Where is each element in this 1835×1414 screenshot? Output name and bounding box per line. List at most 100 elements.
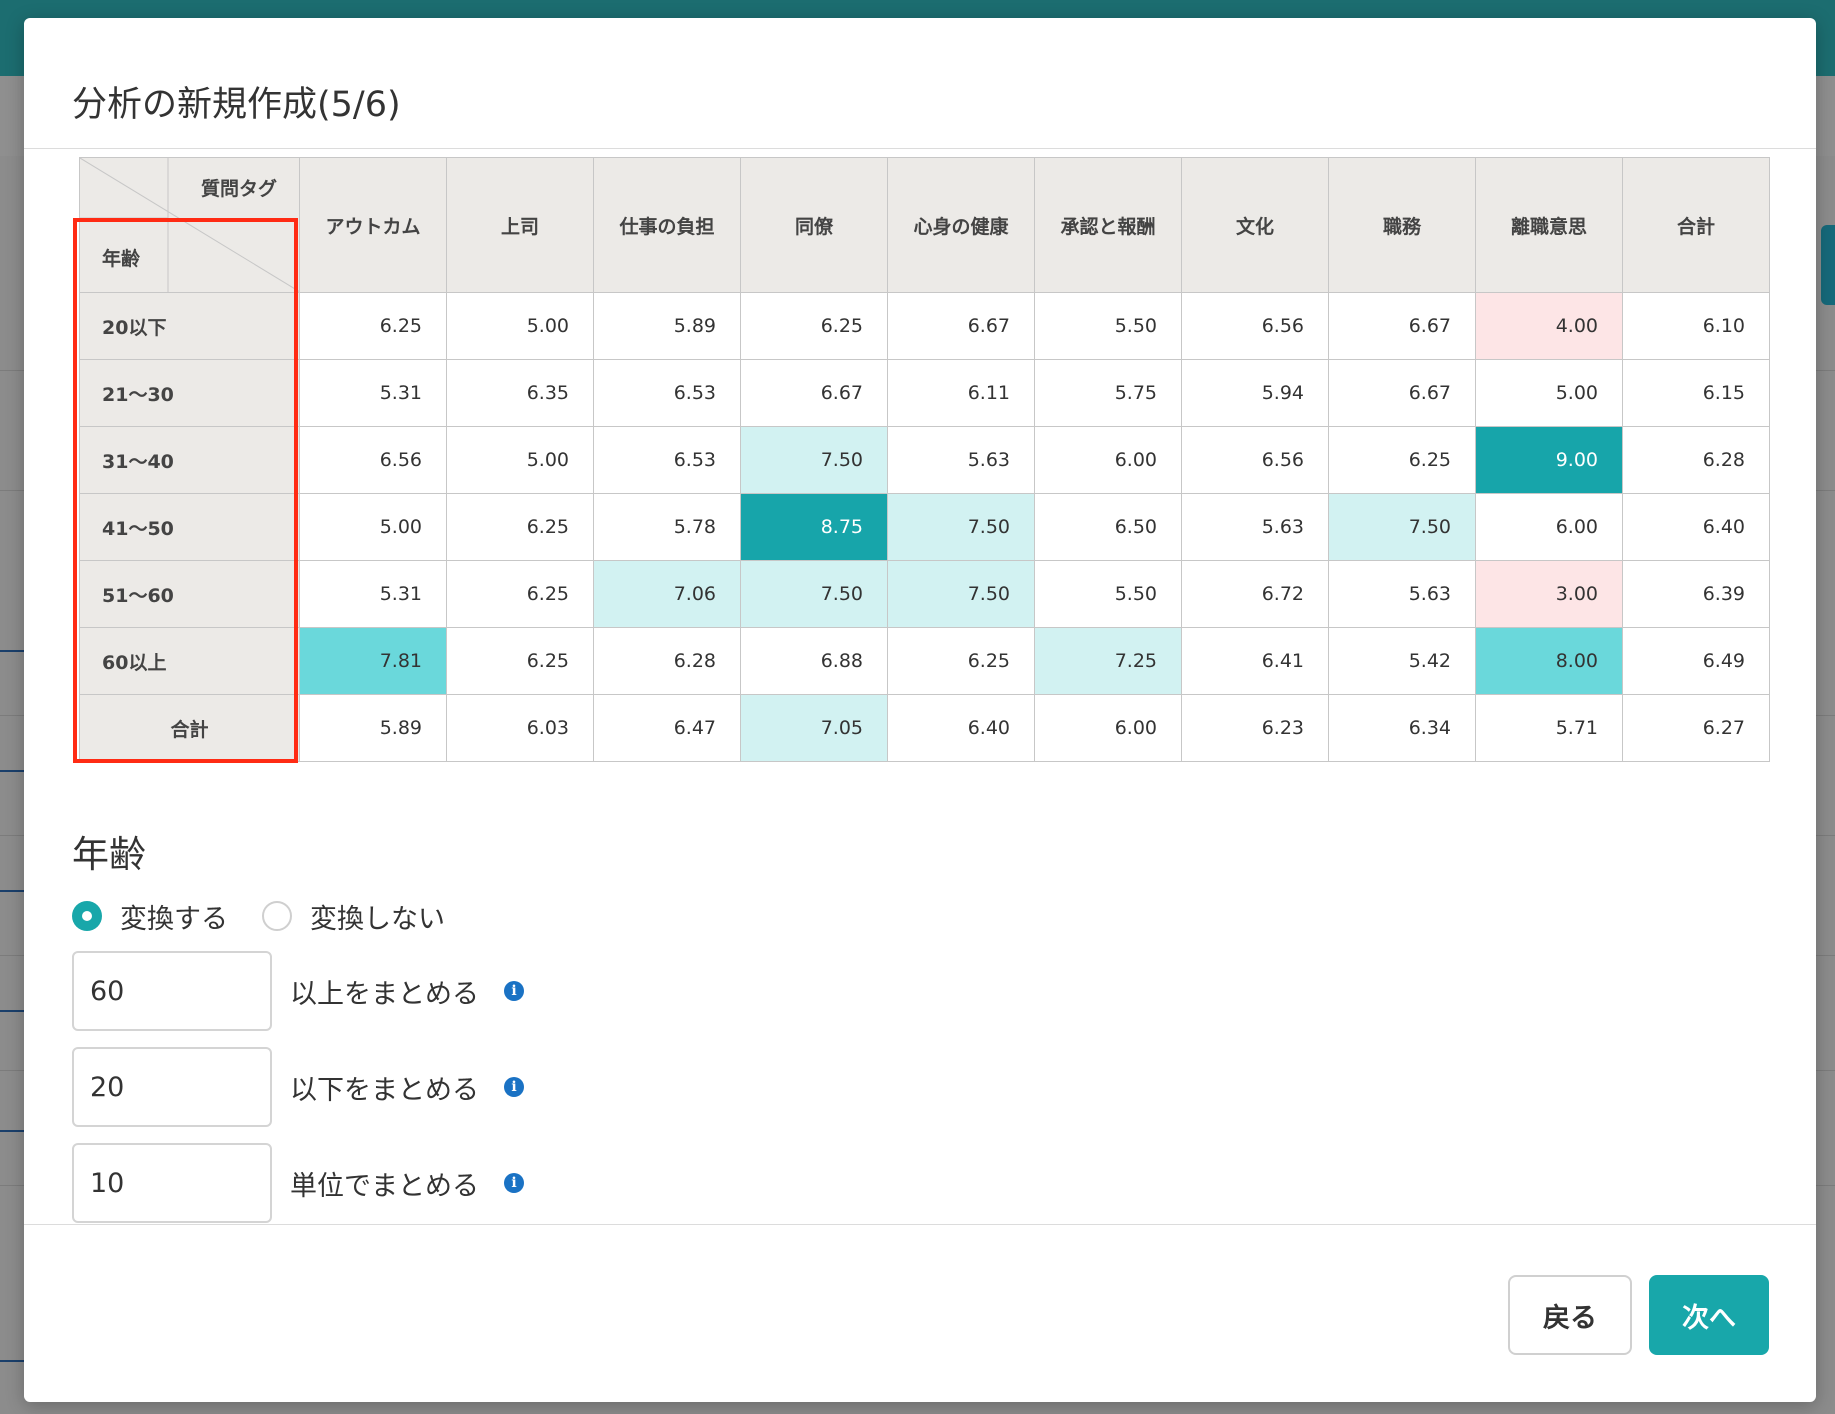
- radio-no-convert-indicator[interactable]: [262, 901, 292, 931]
- interval-input[interactable]: [72, 1143, 272, 1223]
- row-header: 21〜30: [79, 359, 300, 427]
- table-cell: 8.75: [740, 493, 888, 561]
- radio-convert-indicator[interactable]: [72, 901, 102, 931]
- table-cell: 6.25: [446, 493, 594, 561]
- table-cell: 6.28: [593, 627, 741, 695]
- background-side-tab: [1821, 225, 1835, 305]
- column-header: 上司: [446, 157, 594, 293]
- corner-question-tag-label: 質問タグ: [200, 178, 277, 200]
- column-header: 仕事の負担: [593, 157, 741, 293]
- table-cell: 5.94: [1181, 359, 1329, 427]
- table-cell: 6.56: [1181, 292, 1329, 360]
- back-button[interactable]: 戻る: [1508, 1275, 1632, 1355]
- table-cell: 6.11: [887, 359, 1035, 427]
- table-cell: 5.00: [1475, 359, 1623, 427]
- table-cell: 6.53: [593, 359, 741, 427]
- table-row: 21〜30 5.31 6.35 6.53 6.67 6.11 5.75 5.94 6.67 5.0…: [79, 359, 1770, 427]
- table-cell: 5.63: [887, 426, 1035, 494]
- lower-limit-input[interactable]: [72, 1047, 272, 1127]
- radio-convert[interactable]: 変換する: [72, 897, 228, 936]
- table-cell: 3.00: [1475, 560, 1623, 628]
- table-cell: 5.63: [1328, 560, 1476, 628]
- table-cell: 5.78: [593, 493, 741, 561]
- table-cell: 6.25: [887, 627, 1035, 695]
- table-cell: 7.50: [887, 560, 1035, 628]
- upper-limit-input[interactable]: [72, 951, 272, 1031]
- table-cell: 7.50: [1328, 493, 1476, 561]
- column-header: アウトカム: [299, 157, 447, 293]
- table-cell: 9.00: [1475, 426, 1623, 494]
- table-cell: 5.00: [299, 493, 447, 561]
- table-row: 31〜40 6.56 5.00 6.53 7.50 5.63 6.00 6.56 6.25 9.0…: [79, 426, 1770, 494]
- table-cell: 5.31: [299, 359, 447, 427]
- column-header: 同僚: [740, 157, 888, 293]
- info-icon[interactable]: i: [504, 1173, 524, 1193]
- row-header: 51〜60: [79, 560, 300, 628]
- column-header: 職務: [1328, 157, 1476, 293]
- radio-no-convert[interactable]: 変換しない: [262, 897, 445, 936]
- table-cell: 6.34: [1328, 694, 1476, 762]
- row-header: 合計: [79, 694, 300, 762]
- lower-limit-label: 以下をまとめる: [290, 1074, 479, 1106]
- table-cell: 5.50: [1034, 560, 1182, 628]
- table-cell: 6.25: [299, 292, 447, 360]
- table-row: 合計 5.89 6.03 6.47 7.05 6.40 6.00 6.23 6.34 5.71 6.…: [79, 694, 1770, 762]
- table-cell: 6.40: [887, 694, 1035, 762]
- background-link: [0, 1100, 24, 1132]
- table-header-row: 質問タグ 年齢 アウトカム 上司 仕事の負担 同僚 心身の健康 承認と報酬 文化…: [79, 157, 1770, 293]
- table-cell: 5.31: [299, 560, 447, 628]
- corner-age-label: 年齢: [102, 248, 141, 270]
- table-cell: 5.89: [299, 694, 447, 762]
- table-cell: 6.67: [1328, 292, 1476, 360]
- row-header: 31〜40: [79, 426, 300, 494]
- table-cell: 6.67: [1328, 359, 1476, 427]
- table-cell: 6.00: [1034, 426, 1182, 494]
- table-cell: 6.15: [1622, 359, 1770, 427]
- table-cell: 7.50: [887, 493, 1035, 561]
- title-divider: [24, 148, 1816, 149]
- table-cell: 6.27: [1622, 694, 1770, 762]
- table-cell: 6.35: [446, 359, 594, 427]
- field-row-upper-limit: 以上をまとめる i: [72, 951, 524, 1031]
- table-cell: 6.47: [593, 694, 741, 762]
- table-row: 41〜50 5.00 6.25 5.78 8.75 7.50 6.50 5.63 7.50 6.0…: [79, 493, 1770, 561]
- table-cell: 6.25: [740, 292, 888, 360]
- field-row-interval: 単位でまとめる i: [72, 1143, 524, 1223]
- table-cell: 6.25: [1328, 426, 1476, 494]
- radio-convert-label[interactable]: 変換する: [120, 903, 228, 935]
- table-cell: 7.25: [1034, 627, 1182, 695]
- table-cell: 6.00: [1475, 493, 1623, 561]
- row-header: 41〜50: [79, 493, 300, 561]
- table-cell: 6.40: [1622, 493, 1770, 561]
- create-analysis-dialog: 分析の新規作成(5/6) 質問タグ 年齢: [24, 18, 1816, 1402]
- row-header: 20以下: [79, 292, 300, 360]
- table-cell: 7.06: [593, 560, 741, 628]
- table-cell: 8.00: [1475, 627, 1623, 695]
- table-cell: 5.75: [1034, 359, 1182, 427]
- table-cell: 6.49: [1622, 627, 1770, 695]
- table-cell: 6.39: [1622, 560, 1770, 628]
- dialog-title: 分析の新規作成(5/6): [72, 85, 401, 125]
- table-cell: 5.89: [593, 292, 741, 360]
- table-cell: 4.00: [1475, 292, 1623, 360]
- table-cell: 6.53: [593, 426, 741, 494]
- table-cell: 6.50: [1034, 493, 1182, 561]
- background-link: [0, 1330, 24, 1362]
- table-cell: 7.50: [740, 426, 888, 494]
- next-button[interactable]: 次へ: [1649, 1275, 1769, 1355]
- background-link: [0, 860, 24, 892]
- table-cell: 6.25: [446, 627, 594, 695]
- table-cell: 6.88: [740, 627, 888, 695]
- table-cell: 6.56: [1181, 426, 1329, 494]
- radio-no-convert-label[interactable]: 変換しない: [310, 903, 445, 935]
- background-link: [0, 620, 24, 652]
- table-cell: 6.72: [1181, 560, 1329, 628]
- info-icon[interactable]: i: [504, 1077, 524, 1097]
- cross-tab-table: 質問タグ 年齢 アウトカム 上司 仕事の負担 同僚 心身の健康 承認と報酬 文化…: [79, 157, 1770, 762]
- table-cell: 5.42: [1328, 627, 1476, 695]
- table-cell: 7.81: [299, 627, 447, 695]
- table-cell: 5.50: [1034, 292, 1182, 360]
- table-cell: 6.25: [446, 560, 594, 628]
- table-cell: 6.10: [1622, 292, 1770, 360]
- info-icon[interactable]: i: [504, 981, 524, 1001]
